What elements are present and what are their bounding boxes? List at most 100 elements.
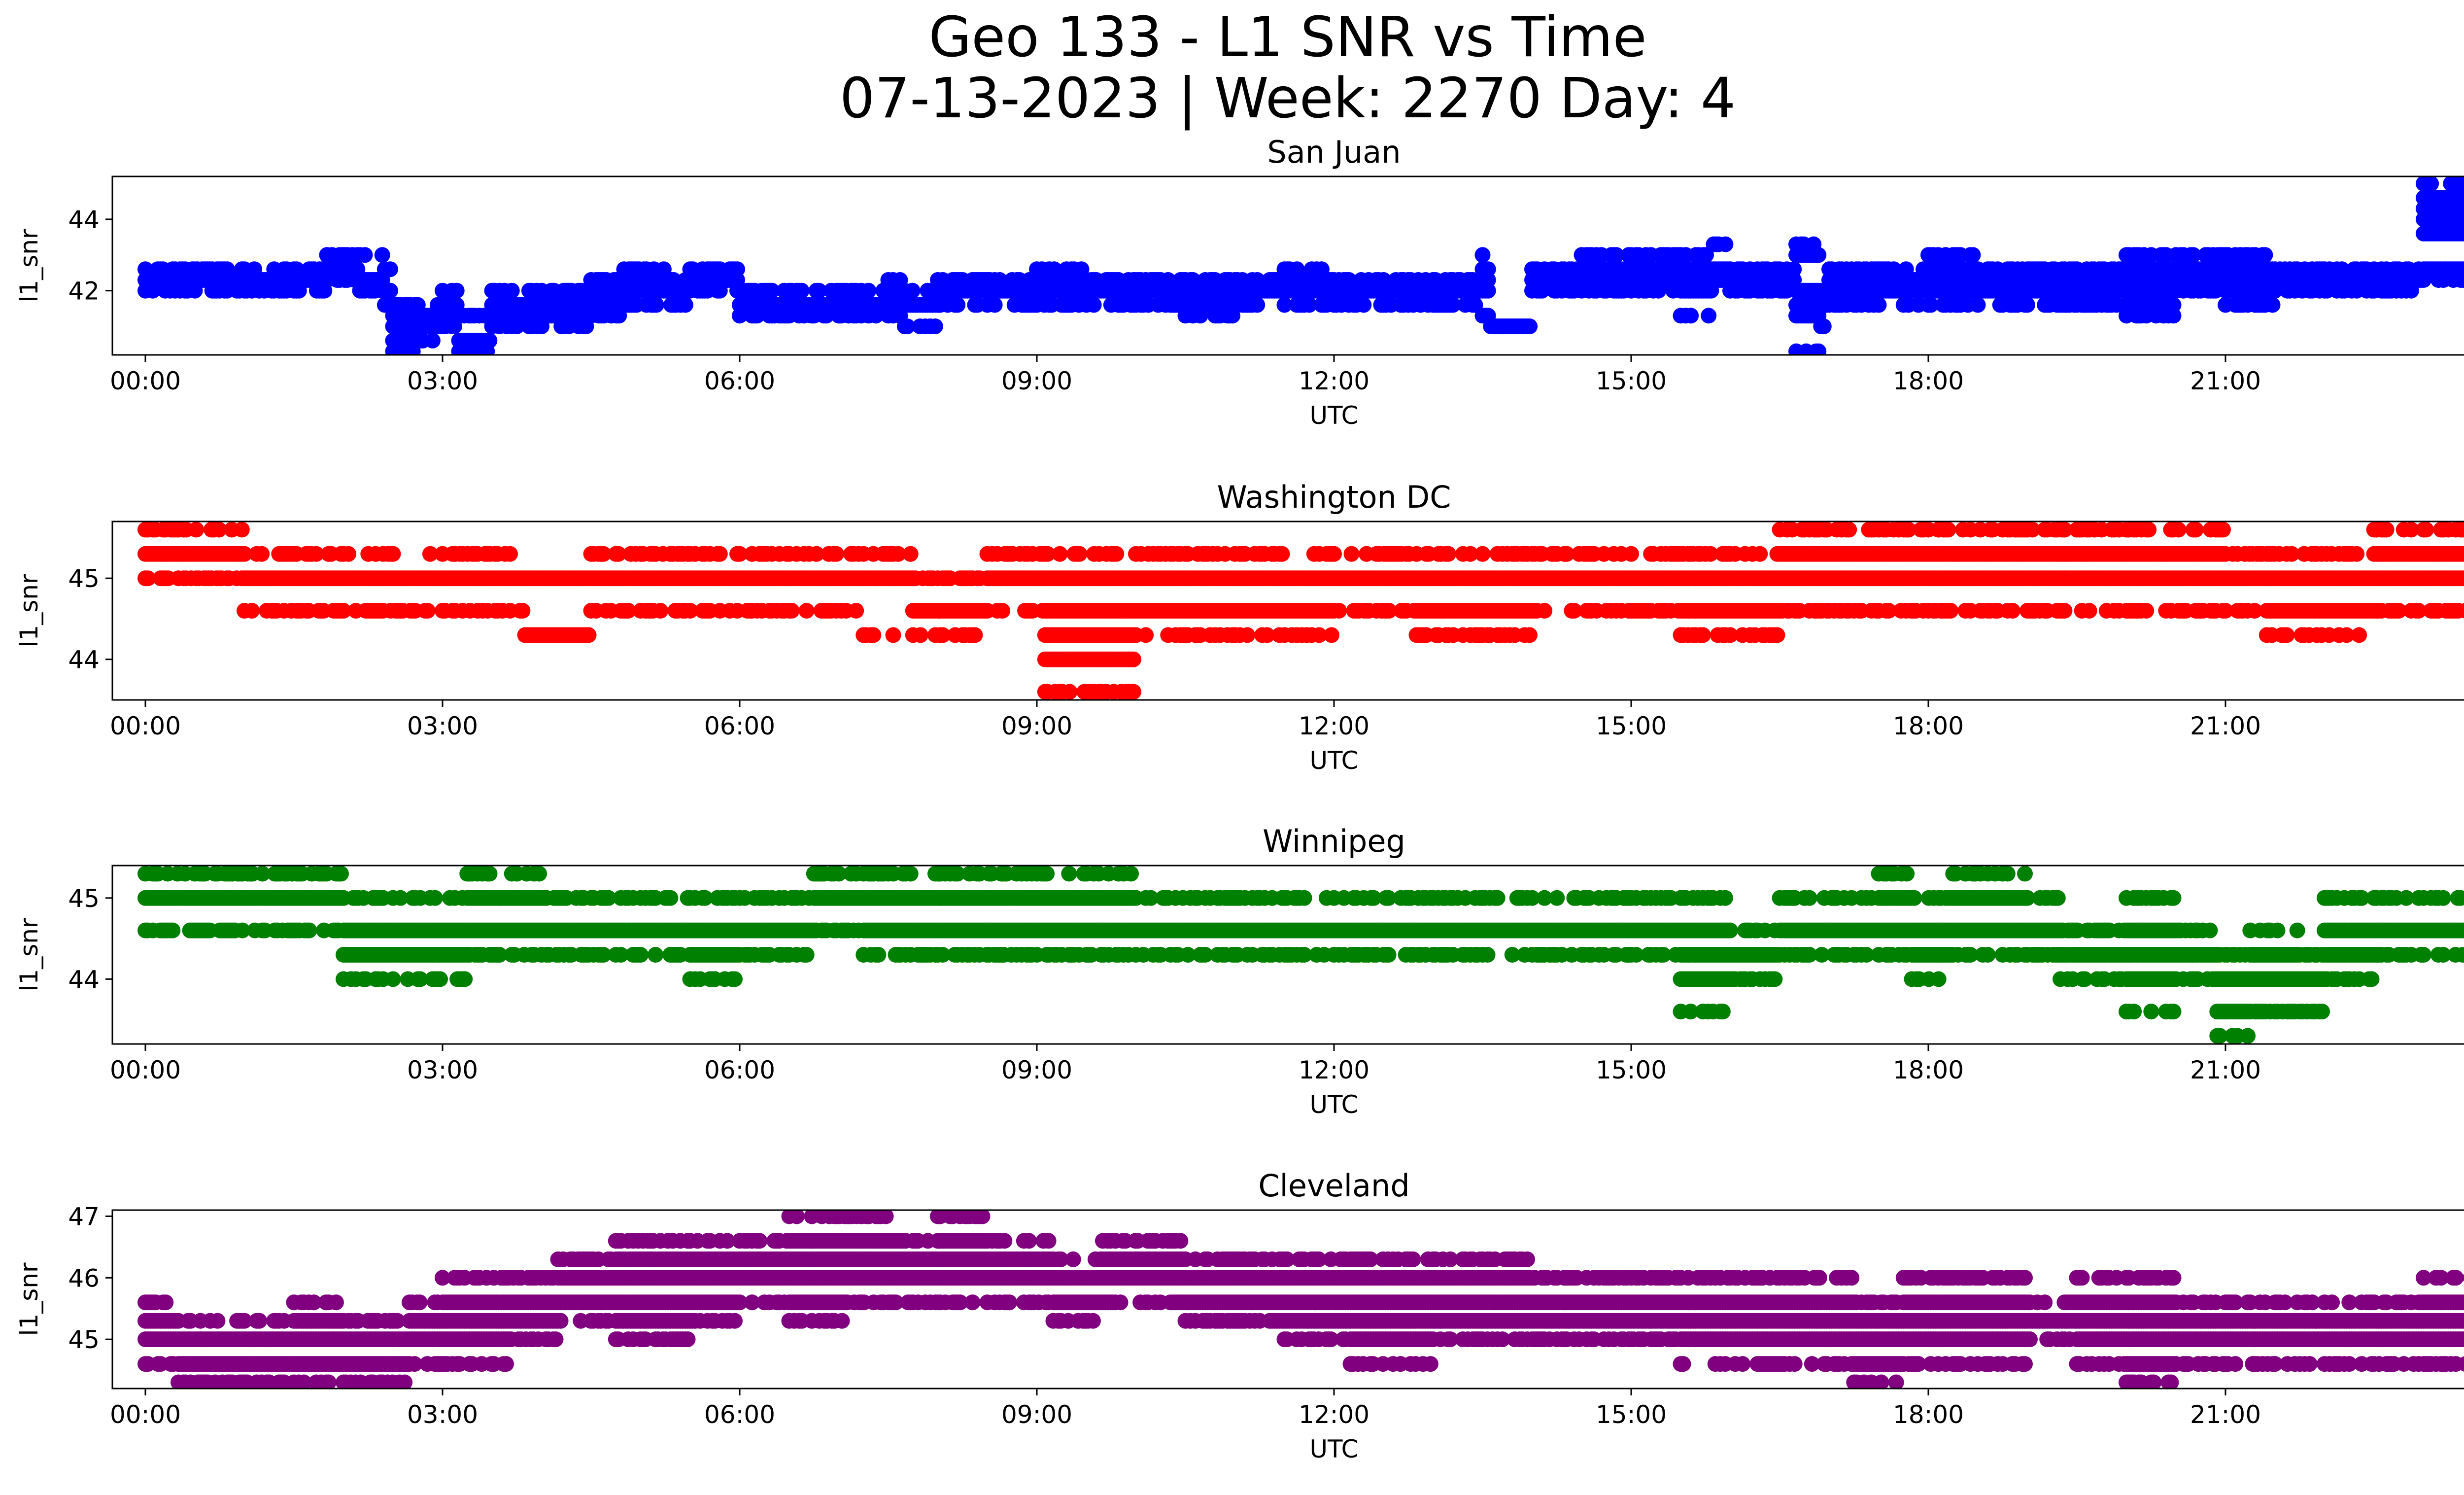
- data-points: [137, 176, 2464, 355]
- data-point: [1126, 684, 1141, 700]
- y-axis-label: l1_snr: [15, 574, 43, 647]
- data-point: [2423, 176, 2439, 192]
- data-point: [1522, 627, 1538, 643]
- data-point: [1923, 297, 1939, 313]
- data-point: [2463, 193, 2464, 202]
- data-point: [2460, 604, 2464, 618]
- data-point: [2418, 522, 2434, 538]
- data-point: [1249, 297, 1266, 313]
- data-point: [2165, 297, 2182, 313]
- data-point: [1965, 247, 1981, 263]
- data-point: [504, 282, 520, 299]
- data-point: [357, 247, 373, 263]
- data-point: [1326, 546, 1342, 562]
- y-tick-label: 44: [68, 206, 100, 234]
- data-point: [2351, 627, 2367, 643]
- data-point: [899, 318, 916, 335]
- data-point: [912, 627, 928, 643]
- data-point: [581, 627, 597, 643]
- data-point: [2460, 191, 2464, 205]
- data-point: [950, 297, 966, 313]
- data-point: [610, 546, 626, 562]
- data-point: [2463, 215, 2464, 224]
- data-point: [808, 546, 824, 562]
- data-point: [2349, 546, 2365, 562]
- data-point: [732, 546, 748, 562]
- y-axis-label: l1_snr: [15, 229, 43, 302]
- y-tick-label: 45: [68, 564, 100, 593]
- data-point: [904, 282, 921, 299]
- data-point: [1537, 603, 1553, 619]
- data-point: [648, 297, 664, 313]
- data-point: [890, 546, 906, 562]
- data-point: [1108, 546, 1125, 562]
- data-point: [1239, 627, 1256, 643]
- data-point: [237, 546, 252, 562]
- data-point: [1039, 546, 1056, 562]
- data-point: [1811, 247, 1827, 263]
- data-point: [1276, 297, 1293, 313]
- data-point: [2391, 603, 2407, 619]
- data-point: [793, 282, 810, 299]
- data-point: [2284, 546, 2300, 562]
- data-point: [234, 522, 250, 538]
- data-point: [1752, 546, 1768, 562]
- data-point: [2185, 247, 2201, 263]
- data-point: [2188, 522, 2204, 538]
- data-point: [2378, 522, 2395, 538]
- data-point: [2460, 262, 2464, 276]
- data-point: [1522, 318, 1538, 335]
- data-point: [994, 603, 1011, 619]
- data-point: [1086, 297, 1102, 313]
- data-point: [1126, 651, 1141, 667]
- data-point: [1462, 546, 1478, 562]
- data-point: [1381, 603, 1397, 619]
- data-point: [2460, 202, 2464, 215]
- data-point: [677, 297, 693, 313]
- data-point: [2463, 229, 2464, 238]
- x-tick-label: 09:00: [1001, 712, 1072, 740]
- data-point: [967, 627, 983, 643]
- data-point: [188, 522, 205, 538]
- subplot-title: Winnipeg: [1263, 823, 1405, 859]
- x-axis-label: UTC: [1309, 746, 1358, 775]
- data-point: [1474, 546, 1491, 562]
- x-tick-label: 12:00: [1299, 367, 1369, 395]
- data-point: [729, 261, 745, 278]
- data-point: [2460, 571, 2464, 585]
- data-point: [1841, 522, 1857, 538]
- data-point: [2460, 227, 2464, 241]
- x-axis-label: UTC: [1309, 401, 1358, 430]
- data-point: [1061, 684, 1078, 700]
- data-point: [481, 333, 498, 348]
- data-point: [1301, 297, 1317, 313]
- data-point: [1559, 546, 1575, 562]
- data-point: [1311, 627, 1327, 643]
- data-point: [1871, 297, 1887, 313]
- data-point: [1815, 318, 1832, 335]
- data-point: [1343, 546, 1360, 562]
- data-point: [2410, 603, 2427, 619]
- x-tick-label: 18:00: [1893, 367, 1964, 395]
- x-tick-label: 03:00: [407, 712, 478, 740]
- data-point: [828, 546, 844, 562]
- data-point: [1881, 603, 1897, 619]
- data-point: [382, 282, 398, 299]
- data-point: [987, 297, 1003, 313]
- data-point: [2463, 574, 2464, 583]
- data-point: [1811, 343, 1827, 355]
- x-tick-label: 09:00: [1001, 367, 1072, 395]
- data-point: [382, 261, 398, 278]
- data-point: [1440, 546, 1456, 562]
- data-point: [811, 282, 827, 299]
- data-point: [2218, 603, 2233, 619]
- data-point: [595, 546, 612, 562]
- data-point: [2056, 603, 2073, 619]
- data-point: [308, 546, 324, 562]
- data-point: [2455, 522, 2464, 538]
- data-point: [341, 546, 356, 562]
- data-point: [2170, 522, 2187, 538]
- data-point: [620, 603, 636, 619]
